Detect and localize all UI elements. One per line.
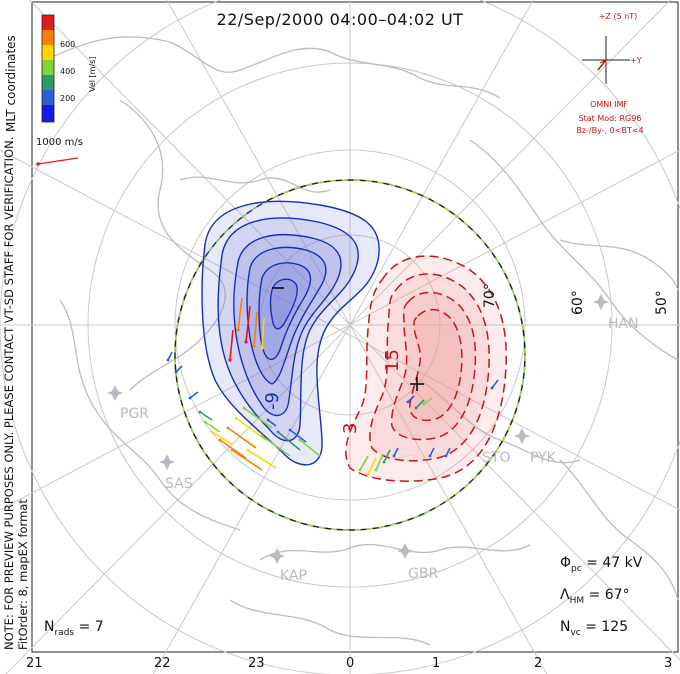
reference-vector-label: 1000 m/s <box>36 137 83 148</box>
imf-condition-label: Bz-/By-, 0<BT<4 <box>576 126 644 135</box>
imf-y-label: +Y <box>630 56 642 65</box>
colorbar-label: Vel [m/s] <box>88 56 97 92</box>
mlt-tick: 21 <box>26 656 43 671</box>
imf-z-label: +Z (5 nT) <box>598 12 638 21</box>
station-label: GBR <box>408 566 438 582</box>
station-label: STO <box>482 450 510 466</box>
mlt-tick: 3 <box>664 656 673 671</box>
colorbar-tick: 600 <box>60 40 76 49</box>
mlt-tick: 22 <box>154 656 171 671</box>
colorbar-tick: 400 <box>60 67 76 76</box>
fit-order-note: FitOrder: 8, mapEX format <box>16 499 30 650</box>
latitude-label: 50° <box>654 290 670 315</box>
reference-vector-origin <box>36 162 40 166</box>
positive-potential-cell <box>345 255 507 482</box>
negative-potential-cell <box>201 200 380 466</box>
mlt-tick: 23 <box>248 656 265 671</box>
imf-source-label: OMNI IMF <box>590 100 628 109</box>
velocity-vectors <box>166 297 499 476</box>
plot-frame <box>31 1 679 653</box>
mlt-tick: 1 <box>432 656 441 671</box>
contour-label-negative: -9 <box>262 392 283 410</box>
map-title: 22/Sep/2000 04:00–04:02 UT <box>216 10 464 29</box>
contour-label-positive-inner: 15 <box>382 349 403 372</box>
latitude-labels: 70° 60° 50° <box>482 283 670 315</box>
imf-model-label: Stat Mod: RG96 <box>578 114 642 123</box>
station-label: PGR <box>120 406 149 422</box>
colorbar-tick: 200 <box>60 94 76 103</box>
reference-vector <box>37 157 79 165</box>
mlt-tick: 2 <box>534 656 543 671</box>
coordinate-system-label: MLT coordinates <box>4 35 18 132</box>
vector-count: Nvc = 125 <box>560 619 629 638</box>
latitude-label: 70° <box>482 283 498 308</box>
coastlines <box>44 36 679 646</box>
station-label: HAN <box>608 316 639 332</box>
station-label: PYK <box>530 450 557 466</box>
station-labels: PGR SAS KAP GBR STO PYK HAN <box>120 316 639 584</box>
cross-polar-potential: Φpc = 47 kV <box>560 555 643 574</box>
velocity-colorbar <box>41 14 55 123</box>
radar-count: Nrads = 7 <box>44 619 104 638</box>
hm-boundary-latitude: ΛHM = 67° <box>560 587 630 606</box>
imf-dial <box>582 36 630 84</box>
hm-boundary-dash <box>174 179 526 531</box>
latitude-label: 60° <box>570 290 586 315</box>
preview-note: NOTE: FOR PREVIEW PURPOSES ONLY. PLEASE … <box>2 136 16 650</box>
station-label: SAS <box>165 476 193 492</box>
mlt-tick: 0 <box>346 656 355 671</box>
station-markers <box>107 294 609 564</box>
contour-label-positive-outer: 3 <box>340 423 361 434</box>
station-label: KAP <box>280 568 307 584</box>
